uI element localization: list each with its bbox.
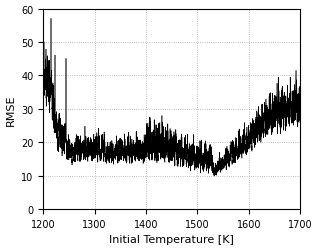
X-axis label: Initial Temperature [K]: Initial Temperature [K] [109,234,234,244]
Y-axis label: RMSE: RMSE [5,94,16,125]
